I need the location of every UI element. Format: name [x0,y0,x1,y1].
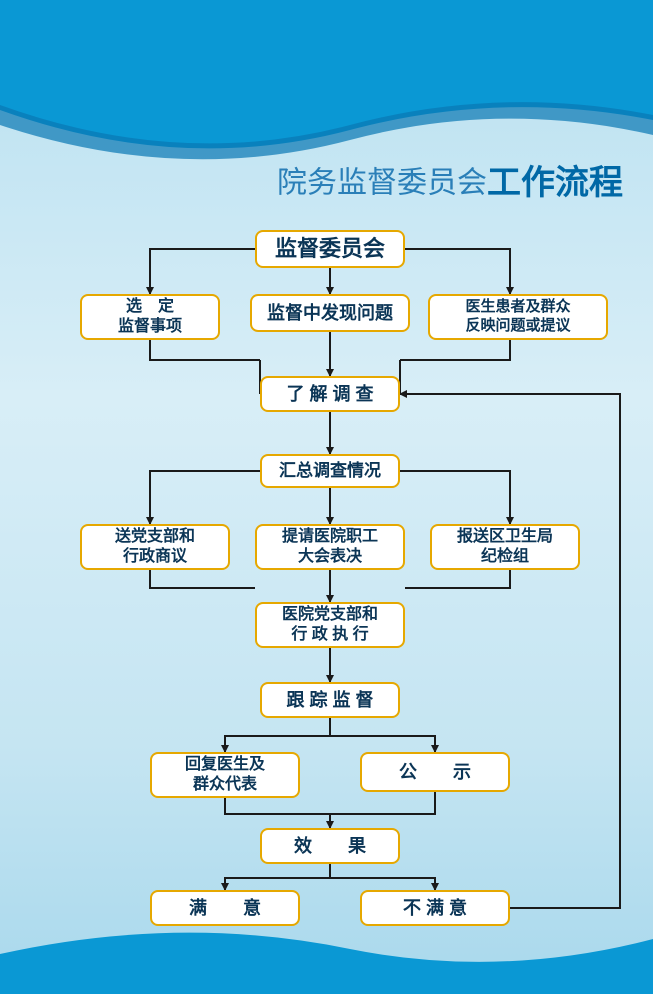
flow-node-n5c: 报送区卫生局 纪检组 [430,524,580,570]
footer-band [0,914,653,994]
page-title: 院务监督委员会工作流程 [277,155,623,204]
flow-node-n2b: 监督中发现问题 [250,294,410,332]
flow-node-n2c: 医生患者及群众 反映问题或提议 [428,294,608,340]
flow-node-n6: 医院党支部和 行 政 执 行 [255,602,405,648]
flow-node-n1: 监督委员会 [255,230,405,268]
flow-node-n9: 效 果 [260,828,400,864]
title-light: 院务监督委员会 [277,167,487,200]
flow-node-n8a: 回复医生及 群众代表 [150,752,300,798]
flow-node-n8b: 公 示 [360,752,510,792]
poster-page: 院务监督委员会工作流程 监督委员会选 定 监督事项监督中发现问题医生患者及群众 … [0,0,653,994]
flow-node-n3: 了 解 调 查 [260,376,400,412]
flow-node-n2a: 选 定 监督事项 [80,294,220,340]
flow-node-n7: 跟 踪 监 督 [260,682,400,718]
title-bold: 工作流程 [487,164,623,202]
footer-curve-svg [0,914,653,994]
flow-node-n5b: 提请医院职工 大会表决 [255,524,405,570]
flow-node-n5a: 送党支部和 行政商议 [80,524,230,570]
flow-node-n4: 汇总调查情况 [260,454,400,488]
flowchart-area: 监督委员会选 定 监督事项监督中发现问题医生患者及群众 反映问题或提议了 解 调… [0,230,653,930]
